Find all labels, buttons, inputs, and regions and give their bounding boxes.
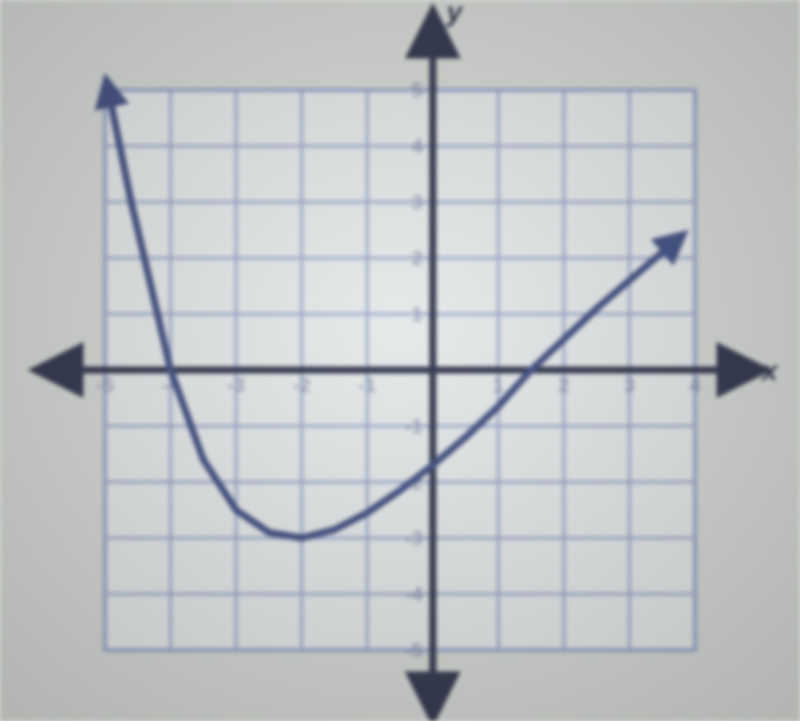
svg-text:5: 5 xyxy=(412,80,423,102)
svg-text:1: 1 xyxy=(412,304,423,326)
svg-text:2: 2 xyxy=(558,375,569,397)
svg-text:-5: -5 xyxy=(96,375,114,397)
svg-text:-3: -3 xyxy=(405,528,423,550)
svg-text:4: 4 xyxy=(412,136,424,158)
svg-text:-2: -2 xyxy=(293,375,311,397)
chart-svg: yx-5-4-3-2-11234-5-4-3-2-112345 xyxy=(0,0,800,721)
svg-text:-5: -5 xyxy=(405,640,423,662)
svg-text:-1: -1 xyxy=(405,416,423,438)
svg-text:-1: -1 xyxy=(358,375,376,397)
svg-text:2: 2 xyxy=(412,248,423,270)
svg-text:-3: -3 xyxy=(227,375,245,397)
svg-text:3: 3 xyxy=(412,192,423,214)
svg-text:3: 3 xyxy=(624,375,635,397)
svg-text:-4: -4 xyxy=(405,584,424,606)
svg-text:4: 4 xyxy=(689,375,701,397)
svg-text:1: 1 xyxy=(493,375,504,397)
chart-region: yx-5-4-3-2-11234-5-4-3-2-112345 xyxy=(0,0,800,721)
axis-label-x: x xyxy=(760,355,779,386)
axis-label-y: y xyxy=(445,0,464,27)
